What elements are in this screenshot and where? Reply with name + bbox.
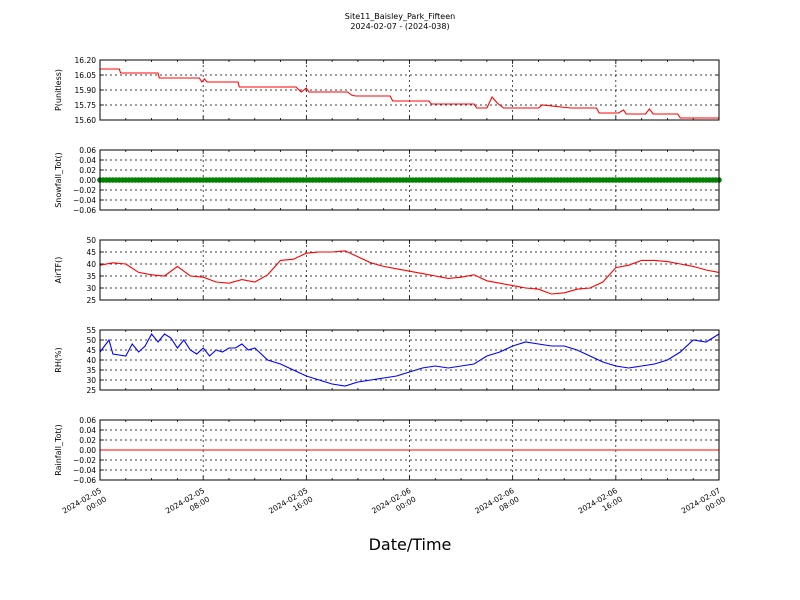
x-tick-label: 2024-02-0516:00 <box>267 486 314 524</box>
series-line <box>99 333 720 387</box>
y-tick-label: 45 <box>86 346 96 355</box>
y-tick-label: 0.02 <box>79 436 96 445</box>
x-tick-label: 2024-02-0616:00 <box>577 486 624 524</box>
y-tick-label: 0.06 <box>79 416 96 425</box>
plot-frame <box>99 59 720 121</box>
y-tick-label: −0.04 <box>73 196 96 205</box>
x-tick-labels: 2024-02-0500:00 2024-02-0508:00 2024-02-05… <box>61 486 727 524</box>
y-tick-label: 40 <box>86 356 96 365</box>
y-tick-label: 0.06 <box>79 146 96 155</box>
y-tick-label: 15.60 <box>75 116 97 125</box>
panels: 15.60 15.75 15.90 16.05 16.20 P(unitless) −0.0… <box>54 56 722 485</box>
y-tick-label: 0.00 <box>79 446 96 455</box>
series-points <box>97 177 722 183</box>
y-tick-label: −0.06 <box>73 206 96 215</box>
plot-frame <box>99 149 720 211</box>
series-line <box>99 250 720 295</box>
y-tick-label: 35 <box>86 366 96 375</box>
y-tick-label: 0.04 <box>79 426 96 435</box>
y-tick-label: 50 <box>86 336 96 345</box>
x-tick-label: 2024-02-0508:00 <box>164 486 211 524</box>
y-tick-label: 30 <box>86 284 96 293</box>
y-tick-label: 0.04 <box>79 156 96 165</box>
y-tick-label: 40 <box>86 260 96 269</box>
plot-frame <box>99 419 720 481</box>
plot-frame <box>99 239 720 301</box>
x-tick-label: 2024-02-0600:00 <box>370 486 417 524</box>
plot-frame <box>99 329 720 391</box>
y-axis-label: RH(%) <box>54 347 63 372</box>
y-tick-label: −0.04 <box>73 466 96 475</box>
y-tick-label: 25 <box>86 296 96 305</box>
y-tick-label: 0.00 <box>79 176 96 185</box>
y-tick-label: 45 <box>86 248 96 257</box>
y-tick-label: 15.90 <box>75 86 97 95</box>
y-tick-label: 30 <box>86 376 96 385</box>
series-line <box>100 68 719 119</box>
panel-3: 25 30 35 40 45 50 AirTF() <box>54 236 720 305</box>
panel-5: −0.06−0.04−0.020.000.020.040.06 Rainfall_… <box>54 416 720 485</box>
x-tick-label: 2024-02-0700:00 <box>680 486 727 524</box>
x-axis-label: Date/Time <box>369 535 452 554</box>
y-tick-label: 0.02 <box>79 166 96 175</box>
y-tick-label: 15.75 <box>75 101 97 110</box>
y-axis-label: P(unitless) <box>54 69 63 111</box>
x-tick-label: 2024-02-0500:00 <box>61 486 108 524</box>
y-tick-label: −0.02 <box>73 456 96 465</box>
y-axis-label: AirTF() <box>54 257 63 284</box>
y-tick-label: 25 <box>86 386 96 395</box>
chart-subtitle: 2024-02-07 - (2024-038) <box>350 22 449 31</box>
y-tick-label: 50 <box>86 236 96 245</box>
x-tick-label: 2024-02-0608:00 <box>473 486 520 524</box>
y-tick-label: 16.05 <box>75 71 97 80</box>
y-tick-label: 16.20 <box>75 56 97 65</box>
chart-title: Site11_Baisley_Park_Fifteen <box>345 12 455 21</box>
y-tick-label: −0.02 <box>73 186 96 195</box>
y-tick-label: 55 <box>86 326 96 335</box>
y-axis-label: Snowfall_Tot() <box>54 152 63 208</box>
panel-1: 15.60 15.75 15.90 16.05 16.20 P(unitless) <box>54 56 720 125</box>
panel-2: −0.06−0.04−0.020.000.020.040.06 Snowfall_… <box>54 146 722 215</box>
y-tick-label: −0.06 <box>73 476 96 485</box>
y-tick-label: 35 <box>86 272 96 281</box>
y-axis-label: Rainfall_Tot() <box>54 424 63 476</box>
